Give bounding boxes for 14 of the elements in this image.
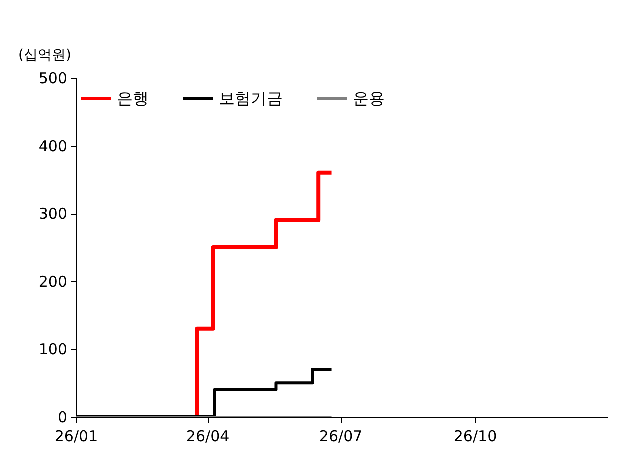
y-tick-label: 400: [38, 137, 68, 156]
y-tick-label: 300: [38, 205, 68, 224]
x-tick-label: 26/04: [186, 428, 230, 446]
x-tick-label: 26/01: [54, 428, 98, 446]
y-tick-label: 0: [58, 408, 68, 426]
x-tick-label: 26/10: [454, 428, 498, 446]
legend-label: 은행: [117, 88, 149, 108]
y-axis-title: (십억원): [18, 48, 72, 64]
x-tick-label: 26/07: [319, 428, 363, 446]
y-tick-label: 100: [38, 340, 68, 359]
y-tick-label: 200: [38, 272, 68, 291]
y-tick-label: 500: [38, 70, 68, 88]
legend-label: 보험기금: [219, 88, 283, 108]
legend-label: 운용: [353, 88, 385, 108]
